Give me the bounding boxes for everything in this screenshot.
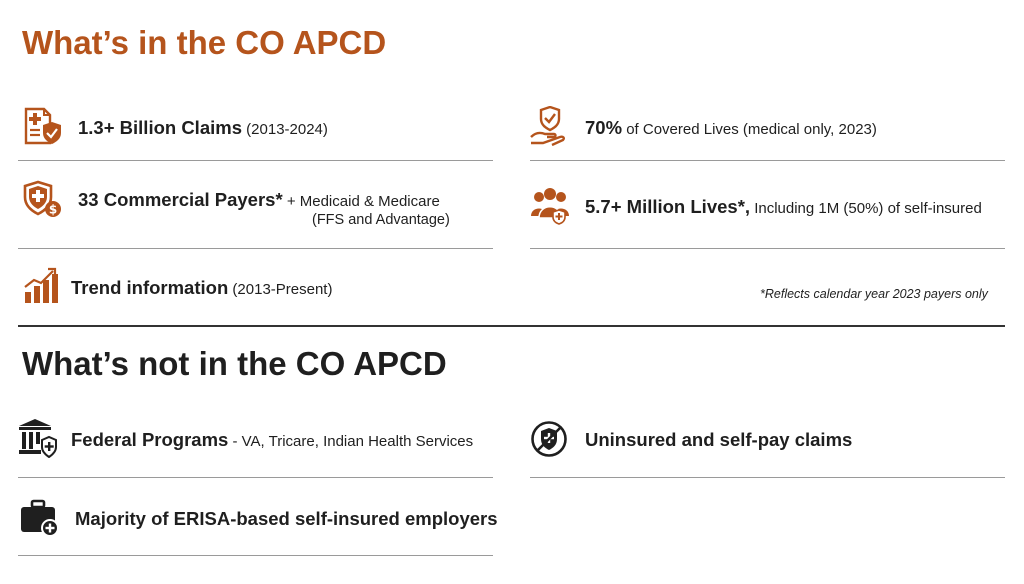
uninsured-item: Uninsured and self-pay claims: [585, 429, 852, 451]
payers-bold: 33 Commercial Payers*: [78, 189, 283, 210]
federal-programs-rest: - VA, Tricare, Indian Health Services: [228, 433, 474, 450]
hand-shield-icon: [530, 106, 570, 146]
divider: [530, 160, 1005, 161]
briefcase-plus-icon: [20, 498, 60, 538]
trend-item: Trend information (2013-Present): [71, 277, 332, 299]
divider: [530, 477, 1005, 478]
lives-rest-bold: *,: [737, 196, 751, 217]
shield-dollar-icon: $: [22, 180, 62, 220]
trend-bold: Trend information: [71, 277, 229, 298]
claims-rest: (2013-2024): [242, 121, 328, 138]
claims-bold: 1.3+ Billion Claims: [78, 117, 242, 138]
divider: [18, 555, 493, 556]
footnote: *Reflects calendar year 2023 payers only: [760, 287, 988, 301]
federal-programs-item: Federal Programs - VA, Tricare, Indian H…: [71, 429, 473, 451]
bank-building-shield-icon: [18, 418, 58, 458]
bar-chart-trend-icon: [22, 266, 62, 306]
claims-item: 1.3+ Billion Claims (2013-2024): [78, 117, 328, 139]
payers-line2: (FFS and Advantage): [312, 212, 450, 228]
lives-rest: Including 1M (50%) of self-insured: [750, 200, 982, 217]
no-insurance-shield-icon: [530, 420, 570, 460]
covered-lives-rest: of Covered Lives (medical only, 2023): [622, 121, 877, 138]
divider: [18, 160, 493, 161]
lives-item: 5.7+ Million Lives*, Including 1M (50%) …: [585, 196, 982, 218]
section-divider: [18, 325, 1005, 327]
medical-document-shield-icon: [22, 106, 62, 146]
divider: [18, 248, 493, 249]
section-title-not: What’s not in the CO APCD: [22, 345, 447, 382]
lives-bold: 5.7+ Million Lives: [585, 196, 738, 217]
section-title-in: What’s in the CO APCD: [22, 24, 387, 61]
trend-rest: (2013-Present): [228, 281, 333, 298]
erisa-item: Majority of ERISA-based self-insured emp…: [75, 508, 498, 530]
covered-lives-bold: 70%: [585, 117, 623, 138]
payers-rest: + Medicaid & Medicare: [282, 193, 440, 210]
payers-item: 33 Commercial Payers* + Medicaid & Medic…: [78, 189, 440, 211]
divider: [530, 248, 1005, 249]
people-group-icon: [530, 186, 570, 226]
covered-lives-item: 70% of Covered Lives (medical only, 2023…: [585, 117, 877, 139]
erisa-bold: Majority of ERISA-based self-insured emp…: [75, 508, 498, 529]
divider: [18, 477, 493, 478]
svg-text:$: $: [49, 203, 57, 217]
federal-programs-bold: Federal Programs: [71, 429, 229, 450]
uninsured-bold: Uninsured and self-pay claims: [585, 429, 853, 450]
